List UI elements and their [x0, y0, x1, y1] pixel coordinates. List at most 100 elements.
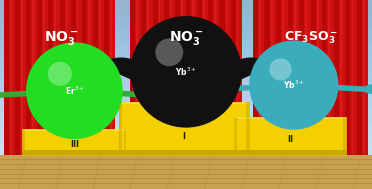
Bar [234, 117, 346, 155]
Bar [37, 0, 42, 161]
Bar [0, 155, 372, 189]
Ellipse shape [249, 40, 339, 130]
Bar [119, 102, 249, 104]
Polygon shape [103, 60, 139, 69]
Bar [136, 0, 138, 161]
Bar [264, 0, 270, 161]
Bar [234, 117, 346, 119]
Bar [357, 0, 362, 161]
Bar [141, 0, 147, 161]
Bar [363, 0, 365, 161]
Bar [148, 0, 149, 161]
Bar [99, 0, 101, 161]
Bar [352, 0, 353, 161]
Bar [119, 102, 122, 155]
Bar [305, 0, 307, 161]
Bar [345, 0, 350, 161]
Text: $\mathbf{NO_3^-}$: $\mathbf{NO_3^-}$ [169, 29, 203, 47]
Bar [328, 0, 330, 161]
Bar [93, 0, 98, 161]
Text: II: II [287, 135, 293, 144]
Bar [15, 0, 20, 161]
Bar [153, 0, 158, 161]
Bar [22, 150, 126, 155]
Bar [82, 0, 87, 161]
Ellipse shape [130, 16, 242, 128]
Bar [130, 0, 242, 161]
Bar [48, 0, 54, 161]
Text: Yb$^{3+}$: Yb$^{3+}$ [175, 66, 197, 78]
Bar [60, 0, 65, 161]
Bar [343, 117, 346, 155]
Text: $\mathbf{NO_3^-}$: $\mathbf{NO_3^-}$ [44, 29, 78, 47]
Bar [170, 0, 171, 161]
Bar [299, 0, 304, 161]
Text: $\mathbf{CF_3SO_3^-}$: $\mathbf{CF_3SO_3^-}$ [283, 29, 338, 46]
Bar [22, 129, 126, 131]
Bar [197, 0, 202, 161]
Bar [311, 0, 316, 161]
Bar [253, 0, 258, 161]
Ellipse shape [147, 90, 170, 100]
Text: I: I [183, 132, 186, 141]
Bar [203, 0, 205, 161]
Bar [322, 0, 327, 161]
Bar [104, 0, 109, 161]
Bar [10, 0, 12, 161]
Bar [214, 0, 216, 161]
Bar [164, 0, 169, 161]
Ellipse shape [26, 42, 123, 139]
Bar [4, 0, 9, 161]
Bar [253, 0, 368, 161]
Text: Yb$^{3+}$: Yb$^{3+}$ [283, 79, 305, 91]
Bar [32, 0, 34, 161]
Bar [119, 102, 249, 155]
Bar [288, 0, 293, 161]
Bar [175, 0, 180, 161]
Bar [234, 150, 346, 155]
Bar [22, 129, 126, 155]
Bar [231, 0, 236, 161]
Bar [21, 0, 23, 161]
Bar [77, 0, 78, 161]
Bar [110, 0, 112, 161]
Ellipse shape [202, 84, 224, 94]
Bar [4, 0, 115, 161]
Bar [259, 0, 261, 161]
Bar [88, 0, 90, 161]
Bar [225, 0, 227, 161]
Bar [317, 0, 319, 161]
Bar [26, 0, 31, 161]
Text: III: III [70, 140, 79, 149]
Bar [271, 0, 273, 161]
Bar [186, 0, 191, 161]
Bar [43, 0, 45, 161]
Bar [208, 0, 213, 161]
Bar [219, 0, 225, 161]
Bar [237, 0, 238, 161]
Ellipse shape [363, 84, 372, 94]
Bar [22, 129, 25, 155]
Bar [334, 0, 339, 161]
Ellipse shape [269, 58, 292, 81]
Bar [119, 150, 249, 155]
Bar [71, 0, 76, 161]
Bar [158, 0, 160, 161]
Ellipse shape [0, 90, 2, 100]
Ellipse shape [48, 62, 72, 86]
Ellipse shape [155, 38, 183, 66]
Bar [294, 0, 296, 161]
Bar [55, 0, 56, 161]
Bar [234, 117, 237, 155]
Bar [130, 0, 135, 161]
Polygon shape [233, 60, 269, 69]
Bar [246, 102, 249, 155]
Bar [66, 0, 67, 161]
Bar [192, 0, 194, 161]
Bar [124, 129, 126, 155]
Bar [340, 0, 342, 161]
Bar [181, 0, 183, 161]
Bar [282, 0, 284, 161]
Bar [276, 0, 281, 161]
Text: Er$^{3+}$: Er$^{3+}$ [65, 84, 84, 97]
